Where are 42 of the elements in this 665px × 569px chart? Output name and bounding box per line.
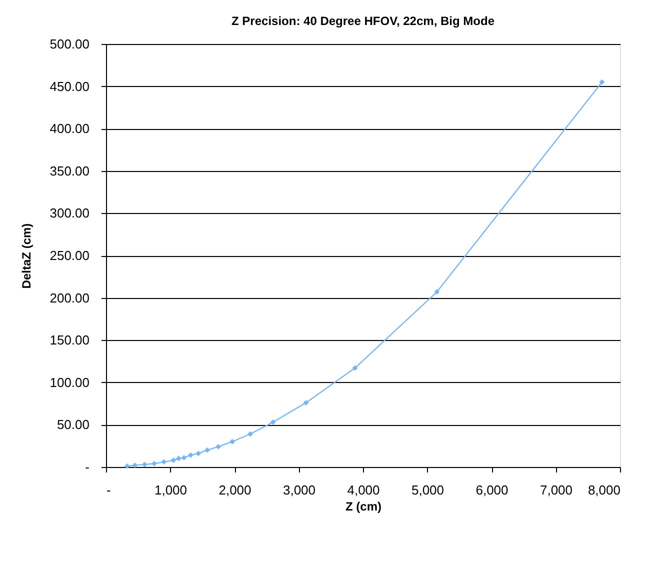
- point: [270, 419, 276, 425]
- point: [124, 463, 130, 469]
- point: [248, 431, 254, 437]
- y-tick-label: 50.00: [56, 417, 90, 432]
- x-axis-title: Z (cm): [346, 500, 382, 514]
- chart-title: Z Precision: 40 Degree HFOV, 22cm, Big Mode: [232, 14, 495, 28]
- point: [188, 452, 194, 458]
- y-tick-label: 450.00: [50, 78, 90, 94]
- point: [599, 79, 605, 85]
- y-tick-label: 400.00: [50, 121, 90, 136]
- x-tick-label: 2,000: [218, 482, 252, 498]
- y-tick-label: 250.00: [50, 248, 90, 263]
- x-tick-label: 3,000: [282, 482, 316, 498]
- point: [142, 462, 148, 468]
- x-tick-label: 4,000: [347, 482, 380, 498]
- y-tick-label: 500.00: [50, 36, 90, 52]
- point: [352, 365, 358, 371]
- x-tick-label: 1,000: [154, 482, 188, 498]
- y-tick-label: 200.00: [50, 290, 90, 306]
- point: [151, 460, 157, 466]
- x-tick-label: 5,000: [411, 482, 444, 498]
- point: [161, 459, 167, 465]
- point: [196, 450, 202, 456]
- point: [170, 457, 176, 463]
- x-tick-label: -: [106, 482, 111, 498]
- y-tick-label: 300.00: [50, 206, 90, 221]
- point: [204, 447, 210, 453]
- point: [434, 289, 440, 295]
- point: [230, 438, 236, 444]
- x-tick-label: 8,000: [588, 482, 620, 498]
- point: [216, 444, 222, 450]
- y-tick-label: -: [85, 460, 90, 474]
- x-tick-label: 7,000: [540, 482, 573, 498]
- y-axis-title: DeltaZ (cm): [20, 223, 34, 289]
- y-tick-label: 350.00: [50, 163, 90, 178]
- y-tick-label: 150.00: [50, 332, 90, 348]
- y-tick-label: 100.00: [50, 374, 90, 390]
- point: [303, 400, 309, 406]
- point: [176, 456, 182, 462]
- point: [181, 454, 187, 460]
- x-tick-label: 6,000: [476, 482, 508, 498]
- point: [132, 462, 138, 468]
